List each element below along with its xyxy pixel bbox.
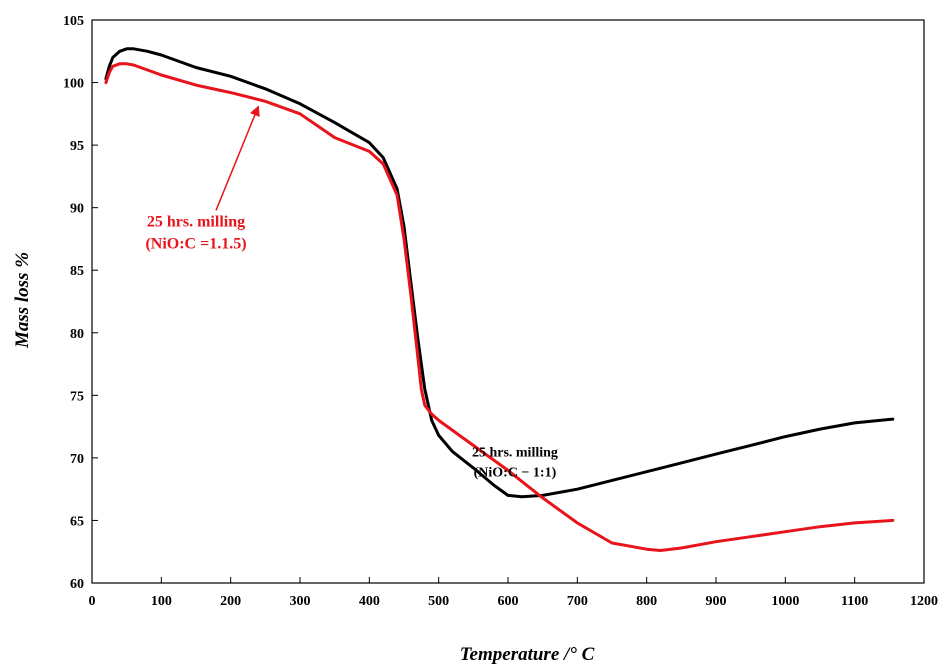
x-tick-label: 100: [151, 594, 172, 609]
y-axis-title: Mass loss %: [12, 252, 33, 349]
x-axis-title: Temperature /° C: [460, 644, 595, 665]
series-layer: [104, 47, 895, 552]
plot-area-frame: [91, 19, 925, 584]
annotation-arrow: [215, 105, 260, 211]
y-tick-label: 95: [70, 139, 84, 154]
x-axis: 0 100 200 300 400 500 600 700 800 900 1000 1100 1200: [89, 577, 938, 609]
x-tick-label: 600: [498, 594, 519, 609]
y-tick-label: 65: [70, 514, 84, 529]
x-tick-label: 500: [428, 594, 449, 609]
x-tick-label: 900: [706, 594, 727, 609]
y-tick-label: 75: [70, 389, 84, 404]
series-line-1: [104, 47, 895, 499]
annotation-2-line-1: 25 hrs. milling: [472, 446, 558, 461]
y-axis: 60 65 70 75 80 85 90 95 100 105: [63, 14, 98, 592]
y-tick-label: 70: [70, 452, 84, 467]
x-tick-label: 0: [89, 594, 96, 609]
annotation-1-line-1: 25 hrs. milling: [147, 213, 245, 230]
x-tick-label: 800: [636, 594, 657, 609]
x-tick-label: 1000: [771, 594, 799, 609]
y-tick-label: 100: [63, 77, 84, 92]
y-tick-label: 85: [70, 264, 84, 279]
x-tick-label: 700: [567, 594, 588, 609]
x-tick-label: 200: [220, 594, 241, 609]
annotation-1-line-2: (NiO:C =1.1.5): [145, 235, 246, 252]
x-tick-label: 1200: [910, 594, 938, 609]
y-tick-label: 60: [70, 577, 84, 592]
x-tick-label: 400: [359, 594, 380, 609]
y-tick-label: 90: [70, 202, 84, 217]
y-tick-label: 105: [63, 14, 84, 29]
y-tick-label: 80: [70, 327, 84, 342]
x-tick-label: 1100: [841, 594, 868, 609]
annotation-2-line-2: (NiO:C − 1:1): [474, 466, 557, 481]
x-tick-label: 300: [290, 594, 311, 609]
series-line-2: [104, 62, 895, 552]
annotation-layer: 25 hrs. milling (NiO:C =1.1.5) 25 hrs. mil…: [145, 105, 558, 481]
